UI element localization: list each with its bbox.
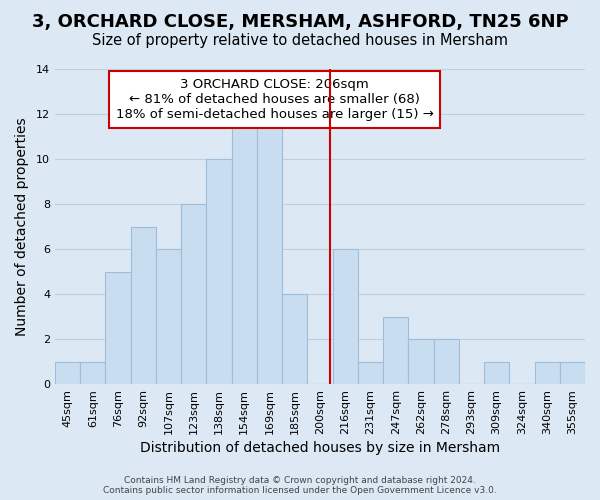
Bar [80,362,106,384]
Bar [409,339,434,384]
Bar [535,362,560,384]
Bar [106,272,131,384]
X-axis label: Distribution of detached houses by size in Mersham: Distribution of detached houses by size … [140,441,500,455]
Bar [55,362,80,384]
Bar [484,362,509,384]
Text: 3 ORCHARD CLOSE: 206sqm
← 81% of detached houses are smaller (68)
18% of semi-de: 3 ORCHARD CLOSE: 206sqm ← 81% of detache… [116,78,433,121]
Bar [131,226,156,384]
Text: Size of property relative to detached houses in Mersham: Size of property relative to detached ho… [92,32,508,48]
Bar [156,249,181,384]
Bar [358,362,383,384]
Bar [560,362,585,384]
Bar [232,114,257,384]
Text: Contains HM Land Registry data © Crown copyright and database right 2024.
Contai: Contains HM Land Registry data © Crown c… [103,476,497,495]
Bar [332,249,358,384]
Bar [181,204,206,384]
Bar [434,339,459,384]
Text: 3, ORCHARD CLOSE, MERSHAM, ASHFORD, TN25 6NP: 3, ORCHARD CLOSE, MERSHAM, ASHFORD, TN25… [32,12,568,30]
Bar [282,294,307,384]
Bar [257,114,282,384]
Bar [206,159,232,384]
Y-axis label: Number of detached properties: Number of detached properties [15,117,29,336]
Bar [383,316,409,384]
